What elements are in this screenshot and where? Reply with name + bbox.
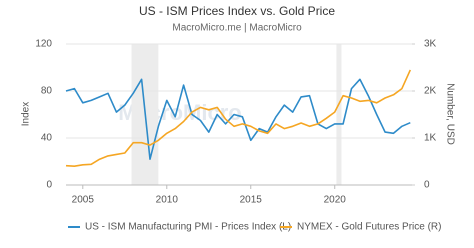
x-tick-label: 2010 bbox=[156, 195, 179, 206]
y-tick-label: 0 bbox=[46, 180, 52, 191]
y2-tick-label: 0 bbox=[424, 180, 430, 191]
x-tick-label: 2005 bbox=[72, 195, 95, 206]
series-line bbox=[65, 69, 412, 167]
legend-label: US - ISM Manufacturing PMI - Prices Inde… bbox=[85, 222, 291, 233]
y-tick-label: 80 bbox=[41, 86, 53, 97]
x-tick-label: 2015 bbox=[240, 195, 263, 206]
y2-tick-label: 2K bbox=[424, 86, 437, 97]
legend-item: US - ISM Manufacturing PMI - Prices Inde… bbox=[68, 222, 291, 233]
chart-subtitle: MacroMicro.me | MacroMicro bbox=[172, 23, 302, 34]
series-line bbox=[65, 78, 411, 160]
y-tick-label: 120 bbox=[35, 39, 52, 50]
chart-title: US - ISM Prices Index vs. Gold Price bbox=[139, 4, 335, 18]
y2-tick-label: 3K bbox=[424, 39, 437, 50]
shaded-period bbox=[336, 44, 342, 185]
y-axis-label: Index bbox=[21, 102, 32, 126]
x-tick-label: 2020 bbox=[324, 195, 347, 206]
y-tick-label: 40 bbox=[41, 133, 53, 144]
y2-tick-label: 1K bbox=[424, 133, 437, 144]
legend-label: NYMEX - Gold Futures Price (R) bbox=[297, 222, 441, 233]
legend-item: NYMEX - Gold Futures Price (R) bbox=[280, 222, 441, 233]
y2-axis-label: Number, USD bbox=[444, 83, 455, 145]
